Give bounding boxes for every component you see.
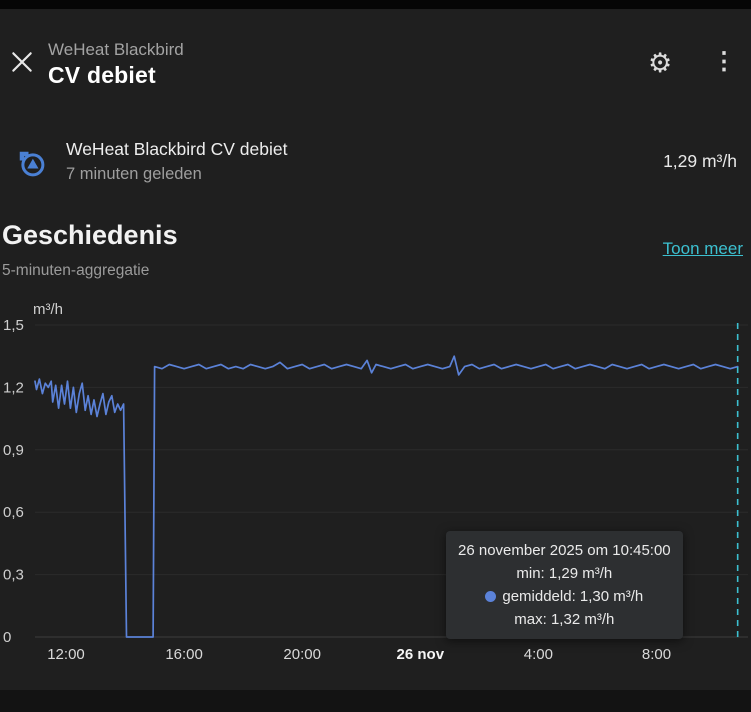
bottom-bar bbox=[0, 690, 751, 712]
close-icon bbox=[12, 51, 32, 72]
history-section-title: Geschiedenis bbox=[2, 220, 178, 250]
device-name: WeHeat Blackbird bbox=[48, 40, 184, 59]
sensor-last-updated: 7 minuten geleden bbox=[66, 165, 202, 183]
kebab-icon: ⋮ bbox=[712, 48, 737, 75]
y-axis-unit-label: m³/h bbox=[33, 301, 63, 318]
y-tick-label: 0,6 bbox=[3, 504, 24, 521]
sensor-state-row: WeHeat Blackbird CV debiet 7 minuten gel… bbox=[0, 135, 751, 197]
gear-icon: ⚙ bbox=[648, 48, 673, 78]
tooltip-date: 26 november 2025 om 10:45:00 bbox=[458, 542, 671, 559]
x-tick-label: 4:00 bbox=[524, 646, 553, 663]
aggregation-label: 5-minuten-aggregatie bbox=[2, 262, 150, 279]
y-tick-label: 0,3 bbox=[3, 567, 24, 584]
tooltip-avg: gemiddeld: 1,30 m³/h bbox=[502, 588, 644, 605]
x-tick-label: 26 nov bbox=[397, 646, 445, 663]
chart-line bbox=[34, 355, 739, 638]
y-tick-label: 1,5 bbox=[3, 317, 24, 334]
series-color-dot bbox=[485, 591, 497, 602]
y-tick-label: 1,2 bbox=[3, 379, 24, 396]
x-tick-label: 12:00 bbox=[47, 646, 85, 663]
pump-icon bbox=[19, 151, 45, 177]
settings-button[interactable]: ⚙ bbox=[644, 46, 676, 81]
status-bar bbox=[0, 0, 751, 9]
sensor-name: WeHeat Blackbird CV debiet bbox=[66, 139, 288, 159]
x-tick-label: 8:00 bbox=[642, 646, 671, 663]
chart-tooltip: 26 november 2025 om 10:45:00 min: 1,29 m… bbox=[446, 531, 683, 639]
tooltip-max: max: 1,32 m³/h bbox=[514, 611, 615, 628]
tooltip-min: min: 1,29 m³/h bbox=[516, 565, 613, 582]
y-tick-label: 0,9 bbox=[3, 442, 24, 459]
close-button[interactable] bbox=[1, 42, 43, 84]
x-tick-label: 16:00 bbox=[165, 646, 203, 663]
tooltip-avg-row: gemiddeld: 1,30 m³/h bbox=[458, 585, 671, 608]
sensor-value: 1,29 m³/h bbox=[663, 151, 737, 171]
overflow-menu-button[interactable]: ⋮ bbox=[708, 46, 741, 78]
page-title: CV debiet bbox=[48, 62, 156, 88]
y-tick-label: 0 bbox=[3, 629, 11, 646]
show-more-link[interactable]: Toon meer bbox=[662, 239, 743, 258]
header-titles: WeHeat Blackbird CV debiet bbox=[48, 40, 184, 90]
x-tick-label: 20:00 bbox=[283, 646, 321, 663]
